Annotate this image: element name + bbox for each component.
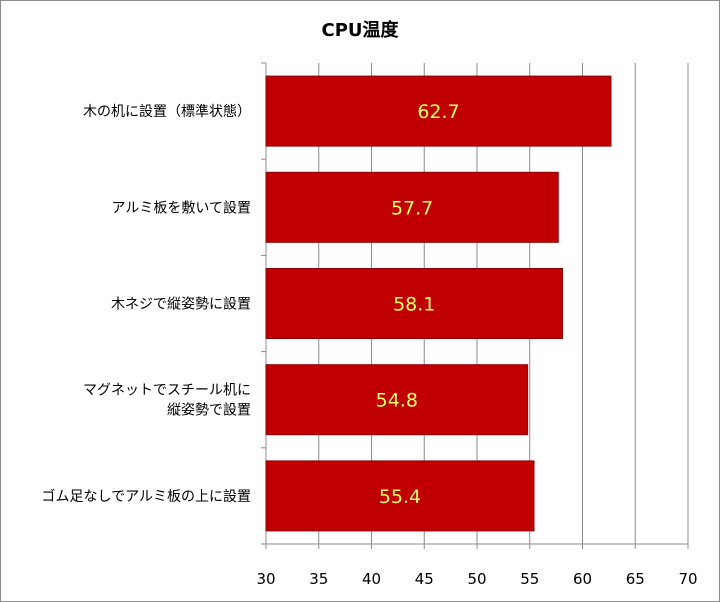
- x-tick-label: 30: [256, 570, 275, 588]
- x-tick-label: 35: [309, 570, 328, 588]
- data-label: 55.4: [379, 486, 421, 508]
- category-label: ゴム足なしでアルミ板の上に設置: [42, 488, 251, 505]
- x-tick-label: 40: [362, 570, 381, 588]
- x-tick-label: 45: [415, 570, 434, 588]
- bar: [265, 75, 612, 147]
- category-label: 木ネジで縦姿勢に設置: [111, 297, 251, 313]
- data-label: 57.7: [391, 197, 433, 219]
- category-labels: 木の机に設置（標準状態） アルミ板を敷いて設置木ネジで縦姿勢に設置マグネットでスチ…: [42, 104, 251, 505]
- x-tick-label: 55: [520, 570, 539, 588]
- bar: [265, 364, 529, 436]
- bar: [265, 171, 559, 243]
- bar: [265, 268, 563, 339]
- x-tick-label: 60: [573, 570, 592, 588]
- category-label: 木の机に設置（標準状態）: [83, 104, 251, 120]
- bar: [265, 460, 535, 532]
- category-label: マグネットでスチール机に: [83, 383, 251, 399]
- bars: 62.7 57.7 58.1 54.8 55.4: [265, 75, 612, 532]
- data-label: 54.8: [376, 390, 418, 412]
- x-tick-label: 50: [467, 570, 486, 588]
- data-label: 58.1: [393, 294, 435, 316]
- chart-title: CPU温度: [321, 19, 399, 41]
- data-label: 62.7: [417, 101, 459, 123]
- x-tick-label: 65: [626, 570, 645, 588]
- x-tick-label: 70: [678, 570, 697, 588]
- x-tick-labels: 30 35 40 45 50 55 60 65 70: [256, 570, 697, 588]
- category-label: 縦姿勢で設置: [167, 403, 251, 419]
- category-label: アルミ板を敷いて設置: [112, 200, 251, 216]
